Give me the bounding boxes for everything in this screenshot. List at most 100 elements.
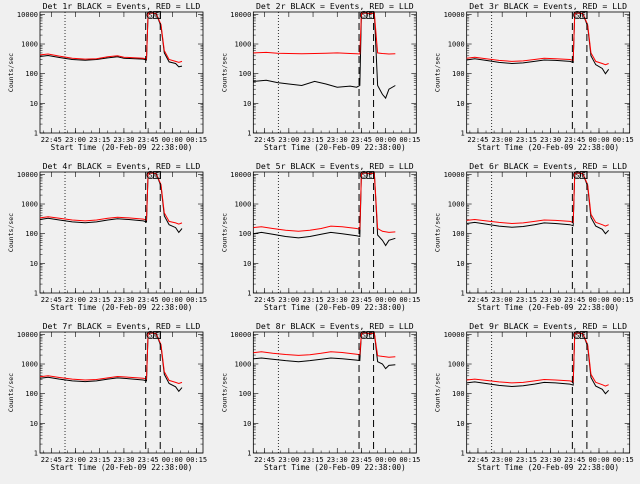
y-tick-label: 1000 xyxy=(448,361,465,369)
start-marker-label: S xyxy=(362,332,366,340)
x-tick-label: 23:45 xyxy=(351,456,372,464)
x-tick-label: 23:15 xyxy=(89,296,110,304)
start-marker-label: S xyxy=(148,172,152,180)
y-axis-title: Counts/sec xyxy=(220,53,228,92)
series-events-line xyxy=(466,332,610,395)
x-tick-label: 23:45 xyxy=(138,456,159,464)
y-tick-label: 100 xyxy=(25,70,38,78)
plot-frame xyxy=(252,11,417,134)
end-marker-label: E xyxy=(155,172,159,180)
x-axis-title: Start Time (20-Feb-09 22:38:00) xyxy=(51,143,193,152)
end-marker-box xyxy=(153,11,161,19)
series-lld-line xyxy=(466,332,609,387)
plot-frame xyxy=(466,11,631,134)
start-marker-circle xyxy=(573,330,582,339)
x-tick-label: 00:00 xyxy=(375,296,396,304)
x-tick-label: 23:00 xyxy=(492,136,513,144)
y-tick-label: 100 xyxy=(25,390,38,398)
x-tick-label: 23:00 xyxy=(278,456,299,464)
y-tick-label: 1 xyxy=(247,130,251,138)
y-axis-title: Counts/sec xyxy=(7,213,15,252)
end-marker-box xyxy=(579,11,588,19)
y-tick-label: 10 xyxy=(30,260,38,268)
start-marker-circle xyxy=(573,10,582,19)
start-marker-label: S xyxy=(148,12,152,20)
x-tick-label: 23:45 xyxy=(564,136,585,144)
x-tick-label: 00:00 xyxy=(588,296,609,304)
x-tick-label: 22:45 xyxy=(254,136,275,144)
y-tick-label: 10 xyxy=(30,420,38,428)
x-tick-label: 00:15 xyxy=(186,456,207,464)
series-lld-line xyxy=(466,12,609,66)
start-marker-label: S xyxy=(362,172,366,180)
x-axis-title: Start Time (20-Feb-09 22:38:00) xyxy=(51,303,193,312)
x-axis-title: Start Time (20-Feb-09 22:38:00) xyxy=(264,143,406,152)
series-lld-line xyxy=(253,172,396,233)
end-marker-box xyxy=(579,171,588,179)
panel-title: Det 7r BLACK = Events, RED = LLD xyxy=(43,321,201,331)
x-tick-label: 23:45 xyxy=(138,136,159,144)
y-tick-label: 10 xyxy=(30,100,38,108)
y-tick-label: 1 xyxy=(247,450,251,458)
series-lld-line xyxy=(253,332,396,358)
series-events-line xyxy=(466,12,610,75)
series-events-line xyxy=(253,172,396,247)
x-tick-label: 23:15 xyxy=(303,296,324,304)
x-tick-label: 23:15 xyxy=(303,456,324,464)
x-tick-label: 23:00 xyxy=(65,456,86,464)
x-tick-label: 23:00 xyxy=(492,456,513,464)
x-axis-title: Start Time (20-Feb-09 22:38:00) xyxy=(477,303,619,312)
x-tick-label: 23:15 xyxy=(89,456,110,464)
x-tick-label: 22:45 xyxy=(41,456,62,464)
start-marker-circle xyxy=(146,170,155,179)
y-tick-label: 1000 xyxy=(21,201,38,209)
end-marker-box xyxy=(366,171,375,179)
x-tick-label: 23:00 xyxy=(65,296,86,304)
start-marker-circle xyxy=(146,10,155,19)
y-tick-label: 100 xyxy=(239,390,252,398)
x-tick-label: 23:30 xyxy=(540,136,561,144)
x-tick-label: 22:45 xyxy=(467,136,488,144)
series-events-line xyxy=(253,332,396,370)
y-axis-title: Counts/sec xyxy=(220,373,228,412)
series-lld-line xyxy=(39,332,183,385)
panel-det-1: Det 1r BLACK = Events, RED = LLD 1 10 100 10… xyxy=(7,1,207,152)
series-events-line xyxy=(39,172,183,234)
x-axis-title: Start Time (20-Feb-09 22:38:00) xyxy=(477,463,619,472)
x-tick-label: 22:45 xyxy=(254,296,275,304)
end-marker-label: E xyxy=(155,332,159,340)
x-tick-label: 00:15 xyxy=(399,456,420,464)
plot-frame xyxy=(39,11,204,134)
y-tick-label: 1000 xyxy=(234,41,251,49)
x-tick-label: 23:45 xyxy=(564,456,585,464)
y-tick-label: 100 xyxy=(25,230,38,238)
panel-det-6: Det 6r BLACK = Events, RED = LLD 1 10 100 10… xyxy=(434,161,634,312)
x-axis-title: Start Time (20-Feb-09 22:38:00) xyxy=(51,463,193,472)
y-tick-label: 100 xyxy=(452,70,465,78)
panel-title: Det 4r BLACK = Events, RED = LLD xyxy=(43,161,201,171)
y-tick-label: 1000 xyxy=(448,201,465,209)
y-tick-label: 1 xyxy=(460,130,464,138)
y-tick-label: 1000 xyxy=(234,361,251,369)
plot-frame xyxy=(39,171,204,294)
end-marker-box xyxy=(153,171,161,179)
x-tick-label: 00:15 xyxy=(399,296,420,304)
x-tick-label: 00:00 xyxy=(588,456,609,464)
end-marker-label: E xyxy=(582,332,586,340)
panel-det-5: Det 5r BLACK = Events, RED = LLD 1 10 100 10… xyxy=(220,161,420,312)
y-tick-label: 10000 xyxy=(17,171,38,179)
panel-title: Det 6r BLACK = Events, RED = LLD xyxy=(469,161,627,171)
x-tick-label: 23:45 xyxy=(564,296,585,304)
panel-det-3: Det 3r BLACK = Events, RED = LLD 1 10 100 10… xyxy=(434,1,634,152)
x-tick-label: 00:00 xyxy=(162,296,183,304)
x-tick-label: 00:00 xyxy=(375,456,396,464)
y-tick-label: 1 xyxy=(460,450,464,458)
x-tick-label: 00:15 xyxy=(186,296,207,304)
start-marker-circle xyxy=(573,170,582,179)
x-tick-label: 23:45 xyxy=(351,296,372,304)
panel-title: Det 1r BLACK = Events, RED = LLD xyxy=(43,1,201,11)
y-tick-label: 1 xyxy=(34,290,38,298)
x-tick-label: 23:30 xyxy=(113,136,134,144)
